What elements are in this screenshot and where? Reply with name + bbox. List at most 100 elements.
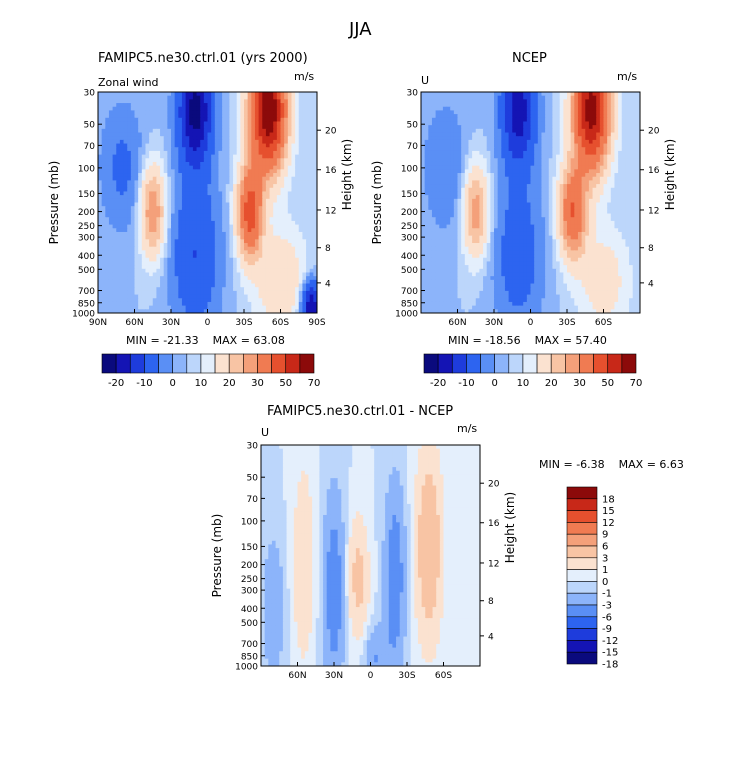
panel1-colorbar-box — [186, 353, 202, 374]
panel2-ylabel: Pressure (mb) — [370, 161, 384, 245]
panel3-ytick-label: 1000 — [235, 663, 258, 673]
panel1-ytick-right-label: 12 — [325, 206, 336, 216]
panel1-colorbar-box — [101, 353, 117, 374]
panel3-ytick-label: 50 — [247, 474, 259, 484]
panel1-colorbar-label: 10 — [195, 378, 208, 389]
panel3-colorbar-box — [566, 510, 598, 523]
panel2-ytick-right-label: 16 — [648, 166, 660, 176]
panel3-colorbar-box — [566, 604, 598, 618]
panel3-colorbar-label: 9 — [602, 530, 608, 541]
panel3-colorbar-box — [566, 569, 598, 582]
panel1-colorbar-label: 0 — [169, 378, 175, 389]
figure-title: JJA — [349, 19, 372, 40]
panel2-min-label: MIN = — [448, 334, 482, 347]
panel2-ytick-right-label: 8 — [648, 244, 654, 254]
panel1-ytick-label: 150 — [78, 190, 95, 200]
panel1-xtick-label: 90S — [308, 318, 325, 328]
panel2-ytick-label: 200 — [401, 208, 418, 218]
panel3-ytick-label: 300 — [241, 587, 258, 597]
panel3-ytick-label: 200 — [241, 561, 258, 571]
panel1-colorbar-label: 70 — [308, 378, 321, 389]
panel2-ytick-label: 1000 — [395, 310, 418, 320]
panel1-variable-label: Zonal wind — [98, 76, 159, 89]
panel1-ylabel: Pressure (mb) — [47, 161, 61, 245]
panel1-colorbar-label: -10 — [136, 378, 152, 389]
panel2-ytick-label: 30 — [407, 89, 419, 99]
panel3-colorbar-box — [566, 533, 598, 547]
panel2-colorbar-box — [437, 353, 453, 374]
panel3-stats: MIN = -6.38 MAX = 6.63 — [539, 458, 684, 471]
panel1-colorbar-box — [129, 353, 145, 374]
panel1-ytick-label: 850 — [78, 299, 95, 309]
panel3-ytick-right-label: 8 — [488, 597, 494, 607]
panel1-colorbar-label: -20 — [108, 378, 124, 389]
panel2-ytick-label: 70 — [407, 142, 419, 152]
panel3-colorbar-label: -1 — [602, 589, 612, 600]
panel2-max-label: MAX = — [534, 334, 572, 347]
panel2-colorbar-label: 30 — [573, 378, 586, 389]
panel3-xtick-label: 30N — [325, 671, 343, 681]
panel3-colorbar-box — [566, 581, 598, 594]
panel1-ytick-label: 70 — [84, 142, 96, 152]
panel1-ytick-right-label: 16 — [325, 166, 337, 176]
panel2-ytick-right-label: 4 — [648, 279, 654, 289]
panel2-xtick-label: 30N — [485, 318, 503, 328]
panel2-xtick-label: 60S — [595, 318, 612, 328]
panel2-ytick-label: 700 — [401, 287, 418, 297]
panel2-ytick-label: 100 — [401, 164, 418, 174]
panel2-colorbar-box — [607, 353, 623, 374]
panel2-colorbar-box — [480, 353, 495, 374]
panel3-ytick-label: 700 — [241, 640, 258, 650]
panel1-xtick-label: 60N — [125, 318, 143, 328]
panel1-xtick-label: 0 — [205, 318, 211, 328]
panel3-colorbar-label: -15 — [602, 648, 618, 659]
panel1-ytick-label: 500 — [78, 266, 95, 276]
panel2-colorbar-label: -20 — [430, 378, 446, 389]
panel3-ytick-label: 100 — [241, 517, 258, 527]
panel1-ytick-label: 200 — [78, 208, 95, 218]
panel3-colorbar-label: 6 — [602, 542, 608, 553]
panel3-colorbar-label: -9 — [602, 624, 612, 635]
panel2-ytick-label: 400 — [401, 252, 418, 262]
panel2-ytick-label: 150 — [401, 190, 418, 200]
panel3-ytick-label: 500 — [241, 619, 258, 629]
panel2-colorbar-box — [522, 353, 538, 374]
panel1-colorbar-box — [243, 353, 258, 374]
panel3-colorbar-box — [566, 592, 598, 606]
panel2-colorbar-label: 20 — [545, 378, 558, 389]
panel3-colorbar-label: 18 — [602, 494, 615, 505]
panel3-units: m/s — [457, 422, 478, 435]
panel2-xtick-label: 30S — [558, 318, 575, 328]
panel3-colorbar-box — [566, 522, 598, 535]
panel2-colorbar-label: 0 — [491, 378, 497, 389]
panel1-colorbar-box — [144, 353, 159, 374]
panel1-xtick-label: 90N — [89, 318, 107, 328]
panel2-ytick-label: 300 — [401, 234, 418, 244]
panel3-colorbar-label: 0 — [602, 577, 608, 588]
panel3-xtick-label: 60S — [435, 671, 452, 681]
panel3-colorbar-box — [566, 486, 598, 500]
panel3-colorbar-label: -12 — [602, 636, 618, 647]
panel3-ytick-label: 250 — [241, 575, 258, 585]
panel3-xtick-label: 60N — [288, 671, 306, 681]
panel1-contour-field — [98, 92, 317, 313]
panel1-xtick-label: 60S — [272, 318, 289, 328]
panel3-title: FAMIPC5.ne30.ctrl.01 - NCEP — [267, 404, 454, 419]
panel2-xtick-label: 60N — [448, 318, 466, 328]
panel3-colorbar-label: 3 — [602, 553, 608, 564]
panel3-ytick-right-label: 12 — [488, 559, 499, 569]
panel1-ytick-label: 100 — [78, 164, 95, 174]
panel3-variable-label: U — [261, 426, 270, 439]
panel1-ytick-label: 30 — [84, 89, 96, 99]
panel3-ytick-right-label: 4 — [488, 632, 494, 642]
panel3-colorbar-box — [566, 498, 598, 511]
panel3-ytick-label: 150 — [241, 543, 258, 553]
panel1-ytick-label: 300 — [78, 234, 95, 244]
panel3-ylabel-right: Height (km) — [503, 492, 517, 563]
panel2-ytick-right-label: 12 — [648, 206, 659, 216]
panel3-ytick-right-label: 20 — [488, 480, 500, 490]
panel3-colorbar-label: -3 — [602, 601, 612, 612]
panel1-colorbar-box — [200, 353, 216, 374]
panel2-ylabel-right: Height (km) — [663, 139, 677, 210]
panel1-colorbar-box — [271, 353, 287, 374]
